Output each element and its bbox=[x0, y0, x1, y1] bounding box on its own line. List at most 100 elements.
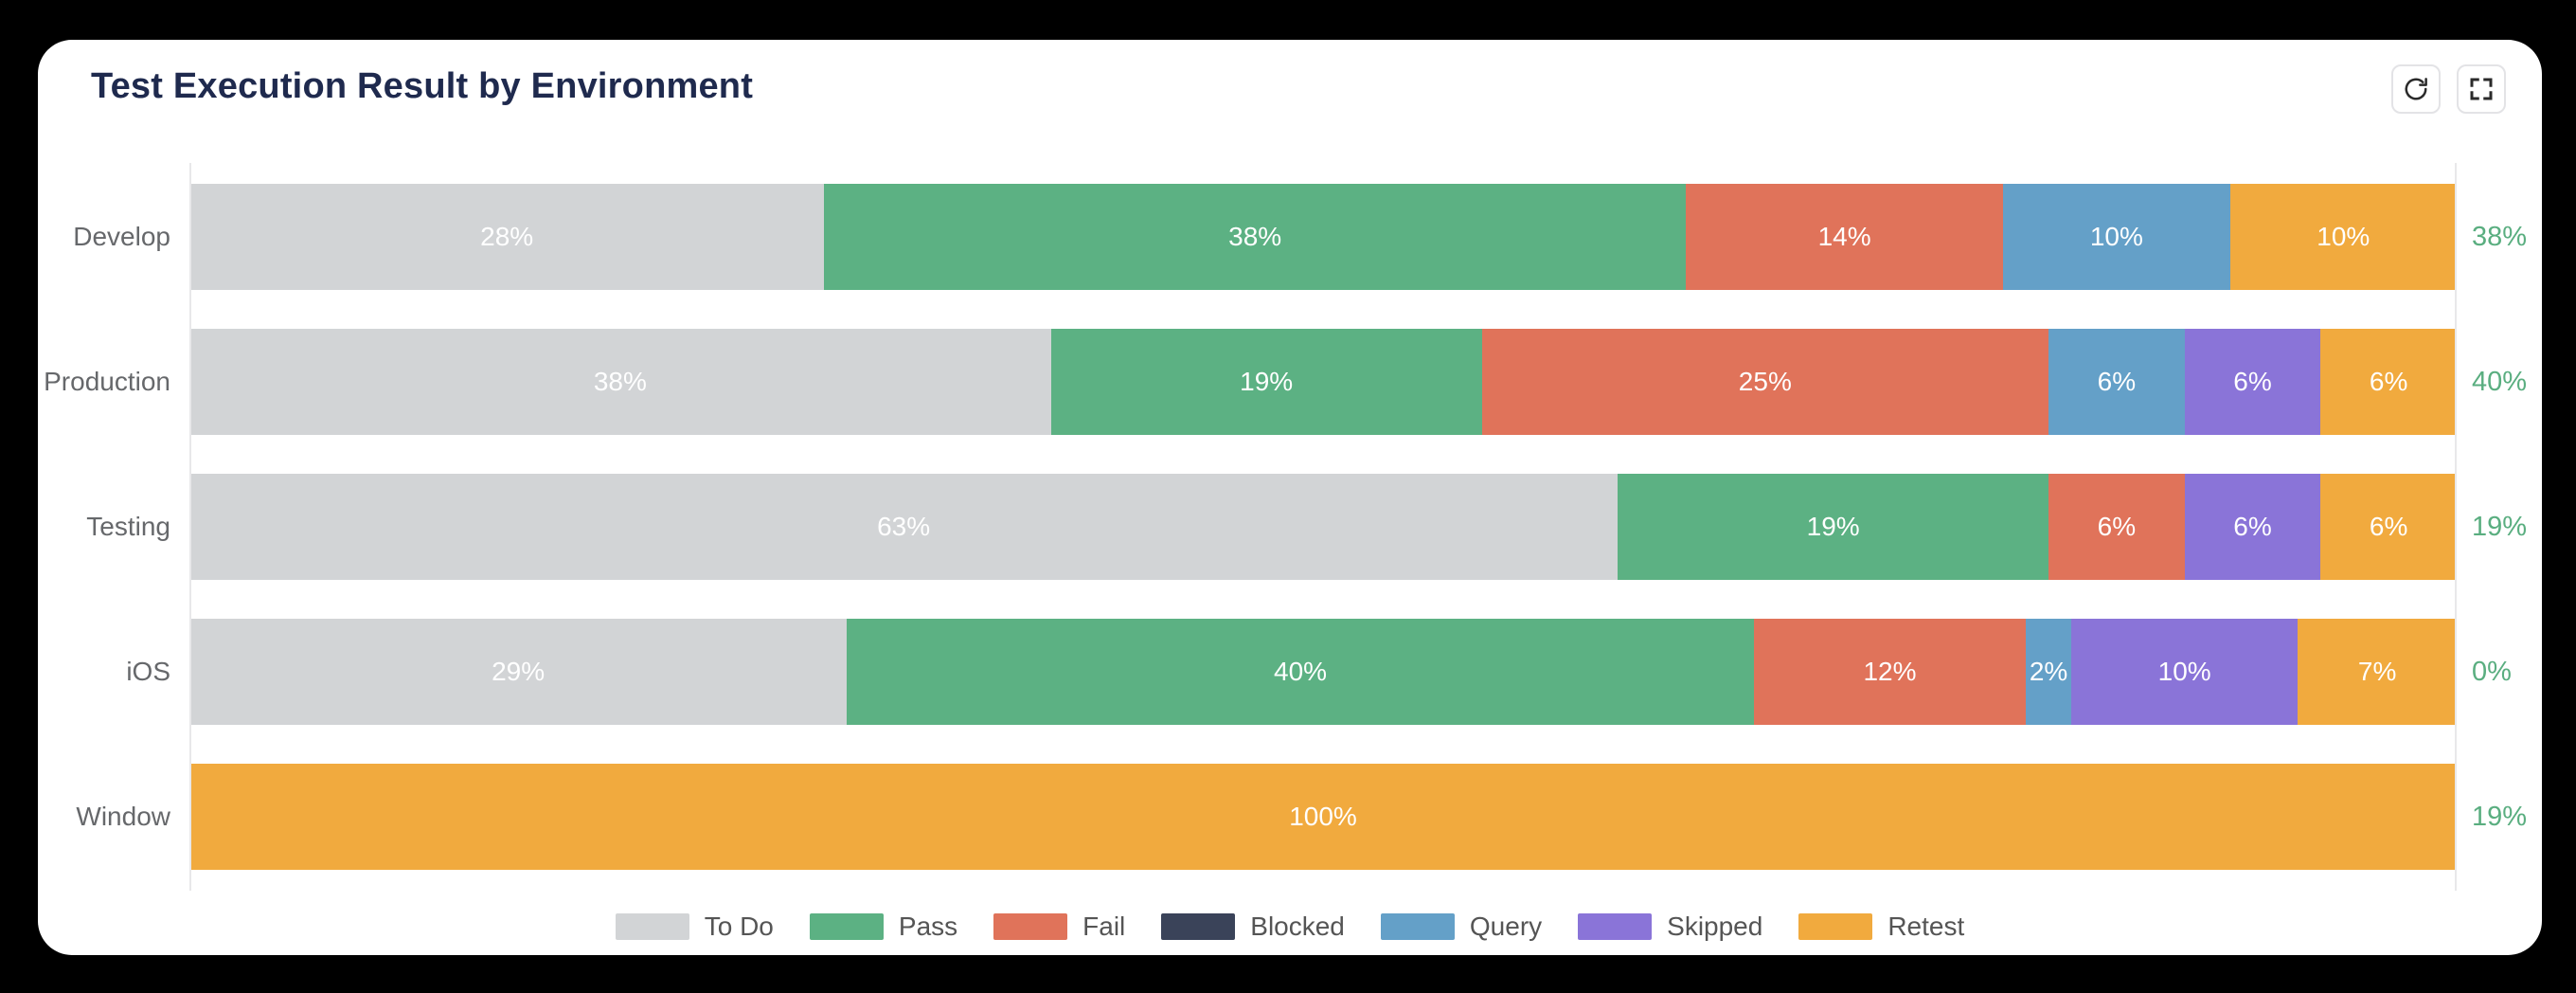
segment-value-label: 7% bbox=[2357, 657, 2397, 686]
chart-row: iOS 29% 40% 12% 2% 10% 7% 0% bbox=[38, 619, 2542, 725]
category-label: Develop bbox=[73, 222, 170, 251]
bar-track: 100% bbox=[189, 764, 2457, 870]
bar-segment-fail[interactable]: 12% bbox=[1753, 619, 2027, 725]
chart-row: Develop 28% 38% 14% 10% 10% 38% bbox=[38, 184, 2542, 290]
segment-value-label: 19% bbox=[1240, 367, 1294, 396]
legend-swatch bbox=[809, 913, 884, 940]
row-total-label: 38% bbox=[2472, 221, 2528, 252]
segment-value-label: 6% bbox=[2097, 512, 2137, 541]
segment-value-label: 38% bbox=[1228, 222, 1282, 251]
bar-segment-retest[interactable]: 7% bbox=[2298, 619, 2457, 725]
chart-card: Test Execution Result by Environment bbox=[38, 40, 2542, 955]
header-toolbar bbox=[2391, 64, 2506, 114]
bar-segment-retest[interactable]: 10% bbox=[2229, 184, 2457, 290]
bar-segment-fail[interactable]: 14% bbox=[1686, 184, 2004, 290]
refresh-button[interactable] bbox=[2391, 64, 2441, 114]
fullscreen-button[interactable] bbox=[2457, 64, 2506, 114]
category-label: Testing bbox=[86, 512, 170, 541]
bar-segment-pass[interactable]: 38% bbox=[824, 184, 1687, 290]
segment-value-label: 2% bbox=[2029, 657, 2068, 686]
legend-label: Fail bbox=[1082, 912, 1126, 941]
chart-legend: To Do Pass Fail Blocked Query Skipped Retest bbox=[38, 912, 2542, 942]
bar-segment-retest[interactable]: 6% bbox=[2320, 329, 2457, 435]
segment-value-label: 28% bbox=[480, 222, 534, 251]
legend-item-retest[interactable]: Retest bbox=[1798, 912, 1964, 942]
segment-value-label: 6% bbox=[2233, 367, 2272, 396]
legend-label: Blocked bbox=[1250, 912, 1345, 941]
bar-segment-to-do[interactable]: 63% bbox=[189, 474, 1619, 580]
legend-item-pass[interactable]: Pass bbox=[809, 912, 958, 942]
row-total-label: 19% bbox=[2472, 801, 2528, 832]
bar-segment-skipped[interactable]: 6% bbox=[2184, 329, 2321, 435]
legend-label: Pass bbox=[898, 912, 958, 941]
legend-label: Query bbox=[1469, 912, 1543, 941]
bar-track: 38% 19% 25% 6% 6% 6% bbox=[189, 329, 2457, 435]
segment-value-label: 14% bbox=[1817, 222, 1871, 251]
stacked-bar-chart: Develop 28% 38% 14% 10% 10% 38% Production 38% 19… bbox=[38, 163, 2542, 942]
bar-segment-skipped[interactable]: 6% bbox=[2184, 474, 2321, 580]
page-title: Test Execution Result by Environment bbox=[91, 66, 754, 106]
chart-row: Production 38% 19% 25% 6% 6% 6% 40% bbox=[38, 329, 2542, 435]
segment-value-label: 10% bbox=[2317, 222, 2370, 251]
segment-value-label: 6% bbox=[2369, 367, 2408, 396]
chart-rows: Develop 28% 38% 14% 10% 10% 38% Production 38% 19… bbox=[38, 184, 2542, 870]
bar-segment-skipped[interactable]: 10% bbox=[2070, 619, 2299, 725]
legend-item-fail[interactable]: Fail bbox=[993, 912, 1125, 942]
segment-value-label: 100% bbox=[1289, 802, 1357, 831]
legend-swatch bbox=[1161, 913, 1236, 940]
fullscreen-icon bbox=[2470, 78, 2493, 100]
bar-segment-to-do[interactable]: 38% bbox=[189, 329, 1051, 435]
bar-track: 29% 40% 12% 2% 10% 7% bbox=[189, 619, 2457, 725]
legend-item-query[interactable]: Query bbox=[1380, 912, 1543, 942]
legend-swatch bbox=[615, 913, 689, 940]
legend-swatch bbox=[1380, 913, 1455, 940]
bar-segment-pass[interactable]: 40% bbox=[847, 619, 1754, 725]
bar-track: 28% 38% 14% 10% 10% bbox=[189, 184, 2457, 290]
segment-value-label: 12% bbox=[1863, 657, 1917, 686]
category-label: Window bbox=[76, 802, 170, 831]
bar-segment-query[interactable]: 2% bbox=[2026, 619, 2071, 725]
bar-segment-to-do[interactable]: 29% bbox=[189, 619, 848, 725]
category-label: iOS bbox=[126, 657, 170, 686]
row-total-label: 19% bbox=[2472, 511, 2528, 542]
bar-segment-pass[interactable]: 19% bbox=[1050, 329, 1482, 435]
bar-segment-fail[interactable]: 6% bbox=[2048, 474, 2185, 580]
bar-segment-retest[interactable]: 6% bbox=[2320, 474, 2457, 580]
segment-value-label: 63% bbox=[877, 512, 931, 541]
row-total-label: 40% bbox=[2472, 366, 2528, 397]
legend-label: To Do bbox=[704, 912, 774, 941]
legend-item-blocked[interactable]: Blocked bbox=[1161, 912, 1345, 942]
chart-row: Testing 63% 19% 6% 6% 6% 19% bbox=[38, 474, 2542, 580]
segment-value-label: 40% bbox=[1274, 657, 1328, 686]
legend-swatch bbox=[1798, 913, 1873, 940]
legend-item-to-do[interactable]: To Do bbox=[615, 912, 774, 942]
segment-value-label: 10% bbox=[2157, 657, 2211, 686]
legend-label: Skipped bbox=[1667, 912, 1763, 941]
segment-value-label: 38% bbox=[593, 367, 647, 396]
refresh-icon bbox=[2405, 78, 2427, 100]
bar-segment-query[interactable]: 6% bbox=[2048, 329, 2185, 435]
legend-swatch bbox=[1578, 913, 1653, 940]
bar-segment-retest[interactable]: 100% bbox=[189, 764, 2457, 870]
segment-value-label: 25% bbox=[1738, 367, 1792, 396]
segment-value-label: 29% bbox=[492, 657, 546, 686]
bar-segment-fail[interactable]: 25% bbox=[1481, 329, 2049, 435]
segment-value-label: 6% bbox=[2369, 512, 2408, 541]
legend-swatch bbox=[993, 913, 1068, 940]
bar-segment-query[interactable]: 10% bbox=[2003, 184, 2230, 290]
card-header: Test Execution Result by Environment bbox=[38, 40, 2542, 114]
bar-segment-to-do[interactable]: 28% bbox=[189, 184, 825, 290]
segment-value-label: 6% bbox=[2097, 367, 2137, 396]
bar-track: 63% 19% 6% 6% 6% bbox=[189, 474, 2457, 580]
legend-item-skipped[interactable]: Skipped bbox=[1578, 912, 1762, 942]
legend-label: Retest bbox=[1887, 912, 1965, 941]
segment-value-label: 19% bbox=[1806, 512, 1860, 541]
row-total-label: 0% bbox=[2472, 656, 2512, 687]
plot-area: Develop 28% 38% 14% 10% 10% 38% Production 38% 19… bbox=[38, 163, 2542, 891]
segment-value-label: 6% bbox=[2233, 512, 2272, 541]
category-label: Production bbox=[44, 367, 170, 396]
bar-segment-pass[interactable]: 19% bbox=[1618, 474, 2049, 580]
chart-row: Window 100% 19% bbox=[38, 764, 2542, 870]
segment-value-label: 10% bbox=[2089, 222, 2143, 251]
